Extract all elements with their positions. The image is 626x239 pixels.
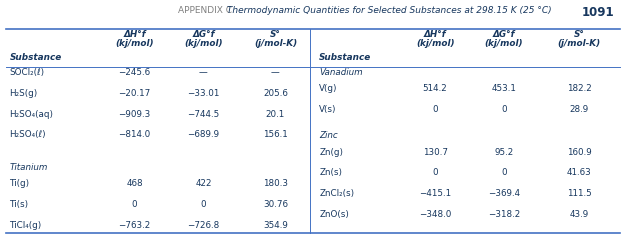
Text: 422: 422 xyxy=(195,179,212,188)
Text: Vanadium: Vanadium xyxy=(319,68,363,77)
Text: 180.3: 180.3 xyxy=(263,179,288,188)
Text: S°: S° xyxy=(573,30,585,39)
Text: 514.2: 514.2 xyxy=(423,84,448,93)
Text: 95.2: 95.2 xyxy=(495,147,513,157)
Text: —: — xyxy=(199,68,208,77)
Text: 130.7: 130.7 xyxy=(423,147,448,157)
Text: ZnCl₂(s): ZnCl₂(s) xyxy=(319,189,354,198)
Text: (kj/mol): (kj/mol) xyxy=(115,39,154,49)
Text: V(g): V(g) xyxy=(319,84,338,93)
Text: (kj/mol): (kj/mol) xyxy=(184,39,223,49)
Text: ΔG°f: ΔG°f xyxy=(192,30,215,39)
Text: 453.1: 453.1 xyxy=(491,84,516,93)
Text: −369.4: −369.4 xyxy=(488,189,520,198)
Text: −726.8: −726.8 xyxy=(187,221,220,230)
Text: Substance: Substance xyxy=(319,53,371,62)
Text: Zinc: Zinc xyxy=(319,131,338,140)
Text: 43.9: 43.9 xyxy=(570,210,588,219)
Text: Substance: Substance xyxy=(9,53,61,62)
Text: Ti(s): Ti(s) xyxy=(9,200,29,209)
Text: 111.5: 111.5 xyxy=(567,189,592,198)
Text: −909.3: −909.3 xyxy=(118,110,151,119)
Text: TiCl₄(g): TiCl₄(g) xyxy=(9,221,42,230)
Text: SOCl₂(ℓ): SOCl₂(ℓ) xyxy=(9,68,44,77)
Text: H₂S(g): H₂S(g) xyxy=(9,89,38,98)
Text: 0: 0 xyxy=(433,105,438,114)
Text: (kj/mol): (kj/mol) xyxy=(485,39,523,49)
Text: H₂SO₄(aq): H₂SO₄(aq) xyxy=(9,110,53,119)
Text: 30.76: 30.76 xyxy=(263,200,288,209)
Text: 0: 0 xyxy=(132,200,137,209)
Text: ΔG°f: ΔG°f xyxy=(493,30,515,39)
Text: 0: 0 xyxy=(501,105,506,114)
Text: 0: 0 xyxy=(501,168,506,177)
Text: S°: S° xyxy=(270,30,281,39)
Text: 205.6: 205.6 xyxy=(263,89,288,98)
Text: 468: 468 xyxy=(126,179,143,188)
Text: −814.0: −814.0 xyxy=(118,130,151,140)
Text: 182.2: 182.2 xyxy=(567,84,592,93)
Text: APPENDIX C: APPENDIX C xyxy=(178,6,232,15)
Text: Zn(s): Zn(s) xyxy=(319,168,342,177)
Text: −744.5: −744.5 xyxy=(187,110,220,119)
Text: −318.2: −318.2 xyxy=(488,210,520,219)
Text: 0: 0 xyxy=(433,168,438,177)
Text: −415.1: −415.1 xyxy=(419,189,451,198)
Text: 41.63: 41.63 xyxy=(567,168,592,177)
Text: 160.9: 160.9 xyxy=(567,147,592,157)
Text: Titanium: Titanium xyxy=(9,163,48,172)
Text: 28.9: 28.9 xyxy=(570,105,588,114)
Text: Zn(g): Zn(g) xyxy=(319,147,343,157)
Text: —: — xyxy=(271,68,280,77)
Text: 20.1: 20.1 xyxy=(266,110,285,119)
Text: −689.9: −689.9 xyxy=(187,130,220,140)
Text: ΔH°f: ΔH°f xyxy=(123,30,146,39)
Text: 1091: 1091 xyxy=(582,6,615,19)
Text: 156.1: 156.1 xyxy=(263,130,288,140)
Text: H₂SO₄(ℓ): H₂SO₄(ℓ) xyxy=(9,130,46,140)
Text: −20.17: −20.17 xyxy=(118,89,151,98)
Text: −763.2: −763.2 xyxy=(118,221,151,230)
Text: 0: 0 xyxy=(201,200,206,209)
Text: −33.01: −33.01 xyxy=(187,89,220,98)
Text: (j/mol-K): (j/mol-K) xyxy=(558,39,600,49)
Text: V(s): V(s) xyxy=(319,105,337,114)
Text: Thermodynamic Quantities for Selected Substances at 298.15 K (25 °C): Thermodynamic Quantities for Selected Su… xyxy=(224,6,552,15)
Text: −245.6: −245.6 xyxy=(118,68,151,77)
Text: ΔH°f: ΔH°f xyxy=(424,30,446,39)
Text: 354.9: 354.9 xyxy=(263,221,288,230)
Text: (j/mol-K): (j/mol-K) xyxy=(254,39,297,49)
Text: Ti(g): Ti(g) xyxy=(9,179,29,188)
Text: −348.0: −348.0 xyxy=(419,210,451,219)
Text: ZnO(s): ZnO(s) xyxy=(319,210,349,219)
Text: (kj/mol): (kj/mol) xyxy=(416,39,454,49)
